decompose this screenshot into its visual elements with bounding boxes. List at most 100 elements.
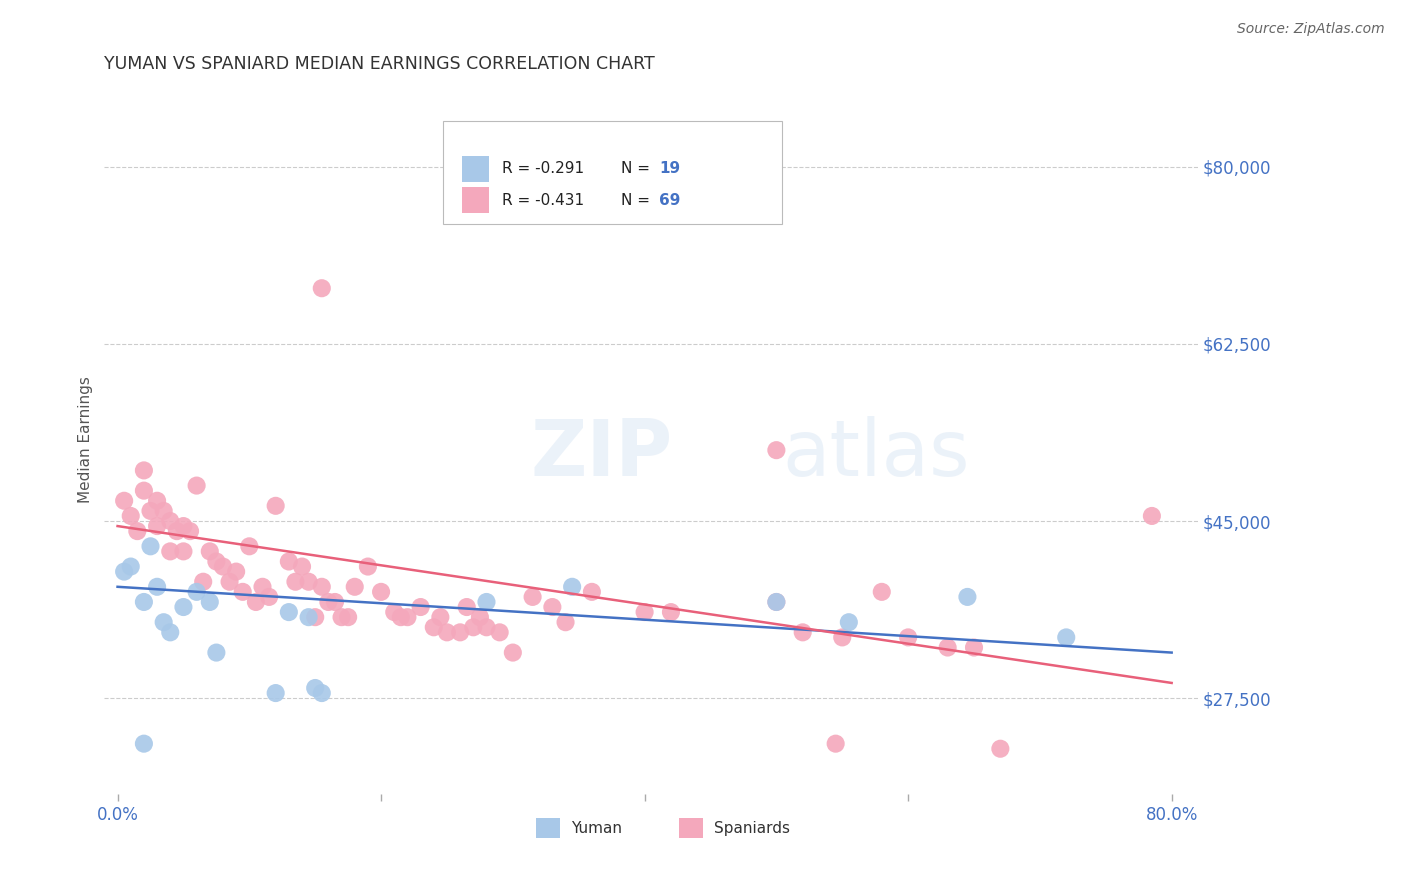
Point bbox=[225, 565, 247, 579]
Point bbox=[343, 580, 366, 594]
Point bbox=[357, 559, 380, 574]
Point bbox=[198, 544, 221, 558]
Point bbox=[792, 625, 814, 640]
Point bbox=[429, 610, 451, 624]
Point bbox=[936, 640, 959, 655]
Point bbox=[172, 600, 194, 615]
Point bbox=[146, 493, 169, 508]
Point bbox=[468, 610, 491, 624]
Text: N =: N = bbox=[620, 193, 654, 208]
Text: ZIP: ZIP bbox=[531, 417, 673, 492]
FancyBboxPatch shape bbox=[679, 818, 703, 838]
Point bbox=[159, 544, 181, 558]
Point bbox=[956, 590, 979, 604]
Point bbox=[146, 580, 169, 594]
Point bbox=[297, 610, 319, 624]
Point bbox=[456, 600, 478, 615]
Point bbox=[396, 610, 419, 624]
Point bbox=[659, 605, 682, 619]
FancyBboxPatch shape bbox=[536, 818, 561, 838]
Text: 19: 19 bbox=[659, 161, 681, 177]
Point bbox=[824, 737, 846, 751]
Point bbox=[554, 615, 576, 630]
Text: R = -0.431: R = -0.431 bbox=[502, 193, 585, 208]
Point bbox=[218, 574, 240, 589]
Point bbox=[212, 559, 235, 574]
Point bbox=[152, 504, 174, 518]
Point bbox=[139, 504, 162, 518]
Point bbox=[304, 681, 326, 695]
Text: Source: ZipAtlas.com: Source: ZipAtlas.com bbox=[1237, 22, 1385, 37]
Point bbox=[337, 610, 360, 624]
Point bbox=[245, 595, 267, 609]
Point bbox=[449, 625, 471, 640]
Point bbox=[870, 585, 893, 599]
Point bbox=[120, 508, 142, 523]
Text: R = -0.291: R = -0.291 bbox=[502, 161, 585, 177]
Point bbox=[963, 640, 986, 655]
Point bbox=[152, 615, 174, 630]
Point bbox=[463, 620, 485, 634]
Point bbox=[198, 595, 221, 609]
Text: atlas: atlas bbox=[782, 417, 970, 492]
Point bbox=[1140, 508, 1163, 523]
Point bbox=[127, 524, 149, 538]
Point bbox=[179, 524, 201, 538]
Point bbox=[330, 610, 353, 624]
Point bbox=[765, 595, 787, 609]
Point bbox=[277, 605, 299, 619]
Point bbox=[838, 615, 860, 630]
Point bbox=[633, 605, 655, 619]
Point bbox=[277, 554, 299, 568]
Point bbox=[257, 590, 280, 604]
FancyBboxPatch shape bbox=[463, 187, 489, 213]
Point bbox=[311, 686, 333, 700]
FancyBboxPatch shape bbox=[443, 121, 782, 224]
Point bbox=[291, 559, 314, 574]
Point bbox=[323, 595, 346, 609]
Point bbox=[389, 610, 412, 624]
Point bbox=[159, 514, 181, 528]
Point bbox=[172, 544, 194, 558]
Text: Yuman: Yuman bbox=[571, 821, 623, 836]
Point bbox=[139, 539, 162, 553]
Point bbox=[120, 559, 142, 574]
Point bbox=[193, 574, 215, 589]
Point bbox=[502, 646, 524, 660]
Point bbox=[423, 620, 446, 634]
Point bbox=[382, 605, 405, 619]
Point bbox=[112, 565, 135, 579]
Point bbox=[1054, 631, 1077, 645]
Point bbox=[132, 737, 155, 751]
Point bbox=[232, 585, 254, 599]
Point bbox=[475, 620, 498, 634]
Point bbox=[581, 585, 603, 599]
Point bbox=[370, 585, 392, 599]
Text: 69: 69 bbox=[659, 193, 681, 208]
Point bbox=[522, 590, 544, 604]
Point bbox=[541, 600, 564, 615]
Point bbox=[988, 741, 1011, 756]
Point bbox=[238, 539, 260, 553]
Point bbox=[304, 610, 326, 624]
Point bbox=[318, 595, 340, 609]
Point bbox=[311, 580, 333, 594]
Point bbox=[146, 519, 169, 533]
Point bbox=[475, 595, 498, 609]
Point bbox=[132, 483, 155, 498]
Point bbox=[264, 499, 287, 513]
Point bbox=[205, 554, 228, 568]
Point bbox=[205, 646, 228, 660]
Point bbox=[436, 625, 458, 640]
Point bbox=[112, 493, 135, 508]
Point bbox=[297, 574, 319, 589]
Point bbox=[284, 574, 307, 589]
Point bbox=[159, 625, 181, 640]
Point bbox=[186, 478, 208, 492]
Point bbox=[132, 595, 155, 609]
Point bbox=[166, 524, 188, 538]
Text: N =: N = bbox=[620, 161, 654, 177]
Point bbox=[132, 463, 155, 477]
Point bbox=[172, 519, 194, 533]
Point bbox=[765, 443, 787, 458]
